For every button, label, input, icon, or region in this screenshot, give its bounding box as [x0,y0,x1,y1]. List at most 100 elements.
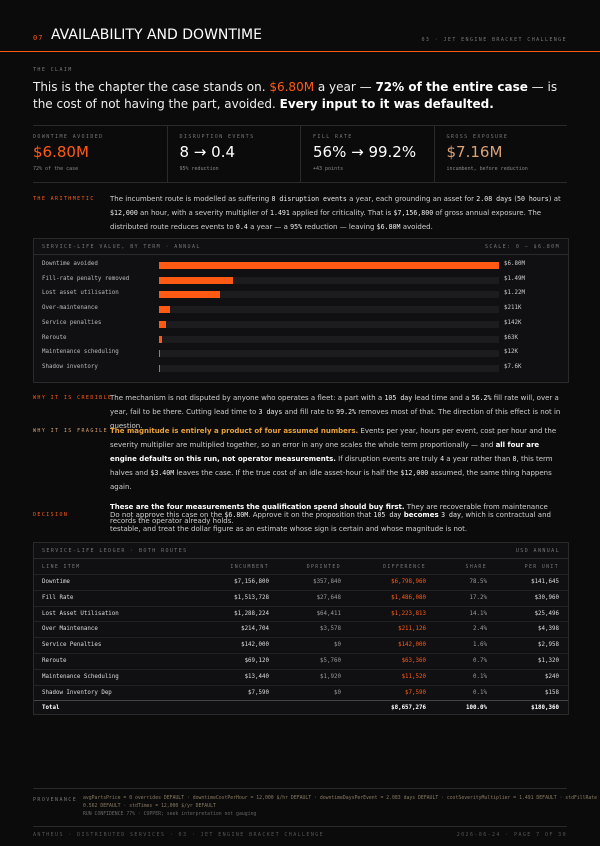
text-run: , which is contractual and testable, and… [110,511,551,533]
table-cell: 1.6% [473,642,487,649]
text-run: becomes [401,511,442,519]
bar [159,276,234,284]
table-cell: $13,440 [244,673,269,680]
stat-note: 95% reduction [179,166,219,172]
bar-value: $12K [504,349,518,356]
text-run: Do not approve this case on the [110,511,225,519]
text-run: They are recoverable from maintenance re… [110,503,548,525]
table-cell: Shadow Inventory Dep [42,689,112,696]
table-cell: Over Maintenance [42,626,98,633]
text-run: 2.08 days [476,195,513,203]
bar [159,350,160,358]
table-panel: SERVICE-LIFE LEDGER · BOTH ROUTES USD ANN… [33,542,569,715]
stat: DISRUPTION EVENTS 8 → 0.4 95% reduction [166,126,301,182]
text-run: 1.491 [270,209,290,217]
rule [34,700,568,702]
table-cell: $1,486,080 [391,594,426,601]
table-cell: $7,156,800 [234,579,269,585]
rule [34,558,568,559]
chart-panel: SERVICE-LIFE VALUE, BY TERM · ANNUAL SCAL… [33,238,569,383]
text-run: reduction — leaving [302,223,377,231]
stat: GROSS EXPOSURE $7.16M incumbent, before re… [433,126,568,182]
paragraph: The magnitude is entirely a product of f… [110,424,568,494]
table-cell: $1,288,224 [234,610,269,617]
text-run: 8 [512,455,517,463]
text-run: $6.80M [269,80,315,94]
table-cell: $1,223,813 [391,610,426,617]
table-cell: $1,320 [538,658,559,664]
text-run: avoided. [400,223,433,231]
table-cell: Maintenance Scheduling [42,673,119,680]
paragraph: Do not approve this case on the $6.80M. … [110,508,568,536]
text-run: a year — a [247,223,291,231]
table-unit: USD ANNUAL [515,548,560,554]
table-title: SERVICE-LIFE LEDGER · BOTH ROUTES [42,548,188,554]
bar [159,320,167,328]
paragraph: These are the four measurements the qual… [110,500,568,528]
table-cell: 78.5% [469,579,487,585]
column-header: INCUMBENT [230,565,269,570]
text-run: . Approve it on the proposition that [248,511,374,519]
rule [34,589,568,591]
bar-value: $211K [504,305,522,312]
table-cell: $69,120 [244,658,269,664]
text-run: ( [512,195,517,203]
table-cell: $0 [334,689,341,696]
table-cell: $4,398 [538,626,559,633]
section-label: WHY IT IS CREDIBLE [33,395,113,401]
chapter-title: AVAILABILITY AND DOWNTIME [51,27,262,43]
text-run: The incumbent route is modelled as suffe… [110,195,272,203]
bar-value: $1.49M [504,275,525,282]
bar-value: $142K [504,319,522,326]
stat-note: +43 points [313,166,344,172]
table-cell: Service Penalties [42,642,102,649]
text-run: 4 [440,455,445,463]
text-run: 105 day [384,394,413,402]
text-run: a year rather than [444,455,513,463]
bar-track [159,276,499,284]
claim-text: This is the chapter the case stands on. … [33,79,568,113]
table-cell: $63,360 [401,658,426,664]
rule [34,254,568,255]
table-cell: Lost Asset Utilisation [42,610,119,617]
table-cell: $142,000 [398,642,426,649]
table-cell: $5,760 [320,658,341,664]
column-header: DPRINTED [306,565,341,570]
stat-note: 72% of the case [33,166,79,172]
table-cell: $211,126 [398,626,426,633]
bar-track [159,306,499,314]
provenance-line: 0.562 DEFAULT · stdTimes = 12,000 $/yr D… [83,804,216,809]
rule [34,637,568,639]
text-run: 95% [290,223,303,231]
table-cell: $64,411 [316,610,341,617]
column-header: PER UNIT [524,565,559,570]
text-run: The magnitude is entirely a product of f… [110,427,359,435]
text-run: The mechanism is not disputed by anyone … [110,394,385,402]
chart-scale: SCALE: 0 – $6.80M [485,244,560,250]
text-run: If disruption events are truly [335,455,441,463]
text-run: an hour, with a severity multiplier of [137,209,270,217]
section-label: WHY IT IS FRAGILE [33,428,108,434]
text-run: and fill rate to [282,408,337,416]
column-header: SHARE [465,565,487,570]
table-cell: Reroute [42,658,67,664]
table-cell: $3,578 [320,626,341,633]
bar [159,335,163,343]
bar-label: Downtime avoided [42,261,98,267]
header-rule [0,51,600,52]
rule [34,653,568,654]
bar-label: Over-maintenance [42,305,98,312]
bar-value: $6.80M [504,261,525,267]
stat-value: $6.80M [33,143,89,161]
total-cell: $180,360 [531,705,559,712]
table-cell: $214,704 [241,626,269,633]
table-cell: $7,590 [405,689,426,696]
stat-value: 56% → 99.2% [313,143,417,161]
text-run: assumed, the same thing happens again. [110,469,552,491]
paragraph: The mechanism is not disputed by anyone … [110,391,568,433]
text-run: 3 days [258,408,283,416]
footer-left: ANTHEUS · DISTRIBUTED SERVICES · 03 · JE… [33,832,325,838]
table-cell: $6,798,960 [391,579,426,585]
table-cell: $25,496 [534,610,559,617]
